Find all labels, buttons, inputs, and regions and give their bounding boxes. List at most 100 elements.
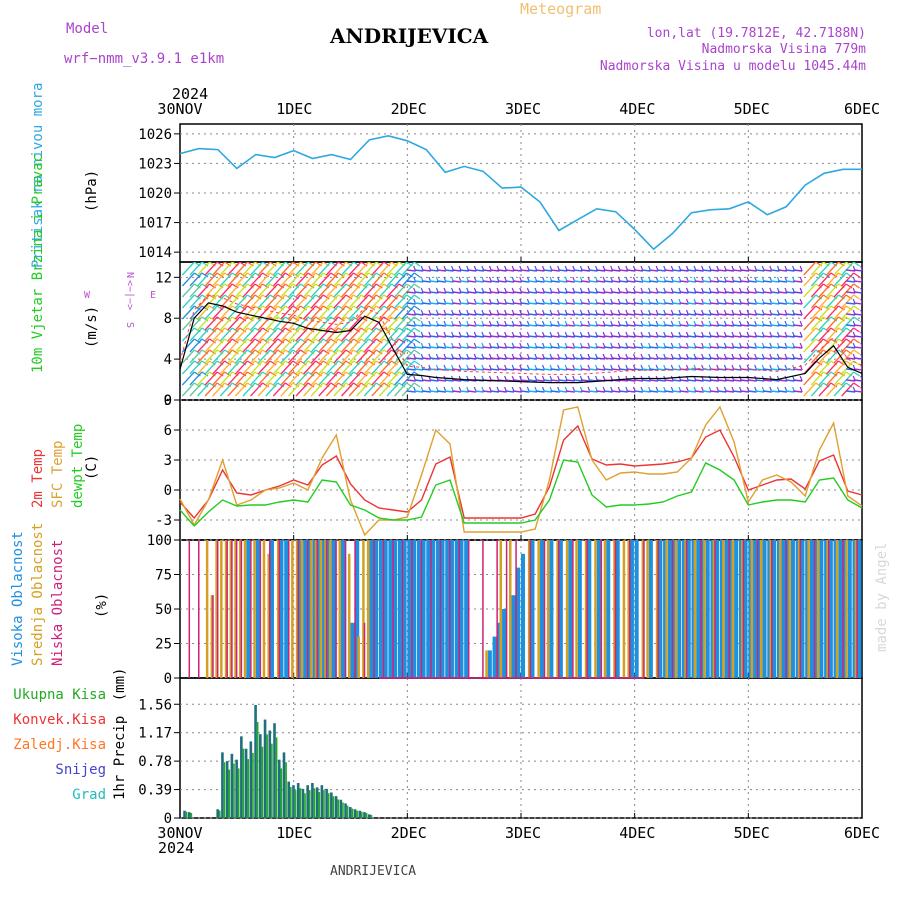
wind-barb: [793, 280, 803, 283]
wind-barb: [649, 346, 659, 349]
cloud-bar: [587, 540, 592, 678]
wind-barb: [558, 313, 568, 316]
wind-barb: [212, 327, 226, 342]
wind-barb: [641, 291, 651, 294]
wind-barb: [724, 357, 735, 360]
wind-barb: [406, 302, 416, 305]
wind-barb: [649, 291, 659, 294]
cloud-bar: [613, 540, 616, 678]
wind-barb: [793, 302, 803, 305]
wind-barb: [626, 280, 636, 283]
wind-barb: [846, 269, 856, 272]
wind-barb: [280, 327, 294, 342]
wind-barb: [181, 283, 195, 298]
cloud-bar: [306, 540, 309, 678]
top-time-label: 1DEC: [276, 100, 312, 118]
wind-barb: [459, 379, 469, 382]
precip-bar-total: [242, 748, 245, 818]
wind-barb: [573, 335, 583, 338]
wind-barb: [401, 305, 415, 320]
wind-barb: [212, 338, 226, 353]
wind-barb: [633, 335, 644, 338]
wind-barb: [234, 327, 248, 342]
wind-barb: [497, 324, 507, 327]
wind-barb: [333, 327, 347, 342]
wind-barb: [558, 280, 568, 283]
cloud-bar: [287, 540, 290, 678]
compass-east: E: [150, 290, 156, 301]
wind-barb: [204, 371, 218, 386]
wind-barb: [318, 283, 332, 298]
wind-barb: [401, 327, 415, 342]
wind-barb: [459, 324, 469, 327]
wind-barb: [386, 262, 400, 276]
wind-barb: [573, 379, 583, 382]
wind-barb: [474, 302, 484, 305]
wind-barb: [394, 338, 408, 353]
wind-barb: [219, 338, 233, 353]
wind-barb: [272, 327, 286, 342]
wind-barb: [603, 346, 613, 349]
wind-barb: [785, 379, 795, 382]
wind-barb: [618, 269, 628, 272]
pressure-ylabel: Pritisak na nivou mora: [30, 83, 46, 268]
y-tick-label: 75: [155, 568, 172, 584]
wind-barb: [386, 360, 400, 375]
cloud-bar: [799, 540, 801, 678]
cloud-bar: [703, 540, 706, 678]
wind-barb: [573, 324, 583, 327]
cloud-bar: [693, 540, 697, 678]
wind-barb: [341, 294, 354, 309]
wind-barb: [762, 368, 772, 371]
wind-barb: [641, 302, 651, 305]
wind-barb: [310, 283, 324, 298]
y-tick-label: 0.78: [138, 754, 172, 770]
wind-barb: [550, 280, 560, 283]
precip-bar-total: [247, 759, 250, 818]
wind-barb: [242, 294, 256, 309]
wind-barb: [558, 379, 568, 382]
wind-barb: [333, 272, 347, 287]
wind-barb: [785, 313, 795, 316]
wind-barb: [482, 390, 492, 393]
wind-barb: [429, 313, 439, 316]
cloud-bar: [827, 540, 830, 678]
wind-barb: [378, 272, 392, 287]
wind-barb: [747, 357, 757, 360]
cloud-bar: [700, 540, 702, 678]
product-title: Meteogram: [520, 0, 601, 18]
wind-barb: [197, 338, 211, 353]
wind-barb: [550, 269, 560, 272]
wind-barb: [762, 313, 772, 316]
wind-barb: [853, 313, 862, 316]
wind-barb: [505, 269, 515, 272]
cloud-unit: (%): [94, 593, 110, 618]
cloud-bar: [322, 540, 327, 678]
wind-barb: [826, 371, 839, 386]
cloud-bar: [344, 540, 347, 678]
precip-bar: [311, 783, 314, 818]
wind-barb: [732, 390, 742, 393]
wind-barb: [318, 360, 332, 375]
precip-bar-total: [290, 787, 292, 818]
cloud-bar: [430, 540, 432, 678]
wind-barb: [371, 272, 385, 287]
cloud-bar: [319, 540, 323, 678]
wind-barb: [543, 269, 553, 272]
cloud-bar: [300, 540, 304, 678]
wind-barb: [687, 269, 697, 272]
wind-barb: [785, 302, 795, 305]
wind-barb: [303, 262, 317, 276]
wind-barb: [234, 294, 248, 309]
precip-bar-total: [266, 734, 268, 818]
wind-barb: [793, 324, 803, 327]
wind-barb: [520, 335, 530, 338]
cloud-bar: [210, 595, 214, 678]
wind-barb: [535, 346, 545, 349]
wind-barb: [818, 283, 832, 298]
wind-barb: [664, 335, 674, 338]
wind-barb: [702, 324, 712, 327]
wind-barb: [459, 335, 469, 338]
wind-barb: [785, 368, 795, 371]
wind-barb: [204, 294, 218, 309]
